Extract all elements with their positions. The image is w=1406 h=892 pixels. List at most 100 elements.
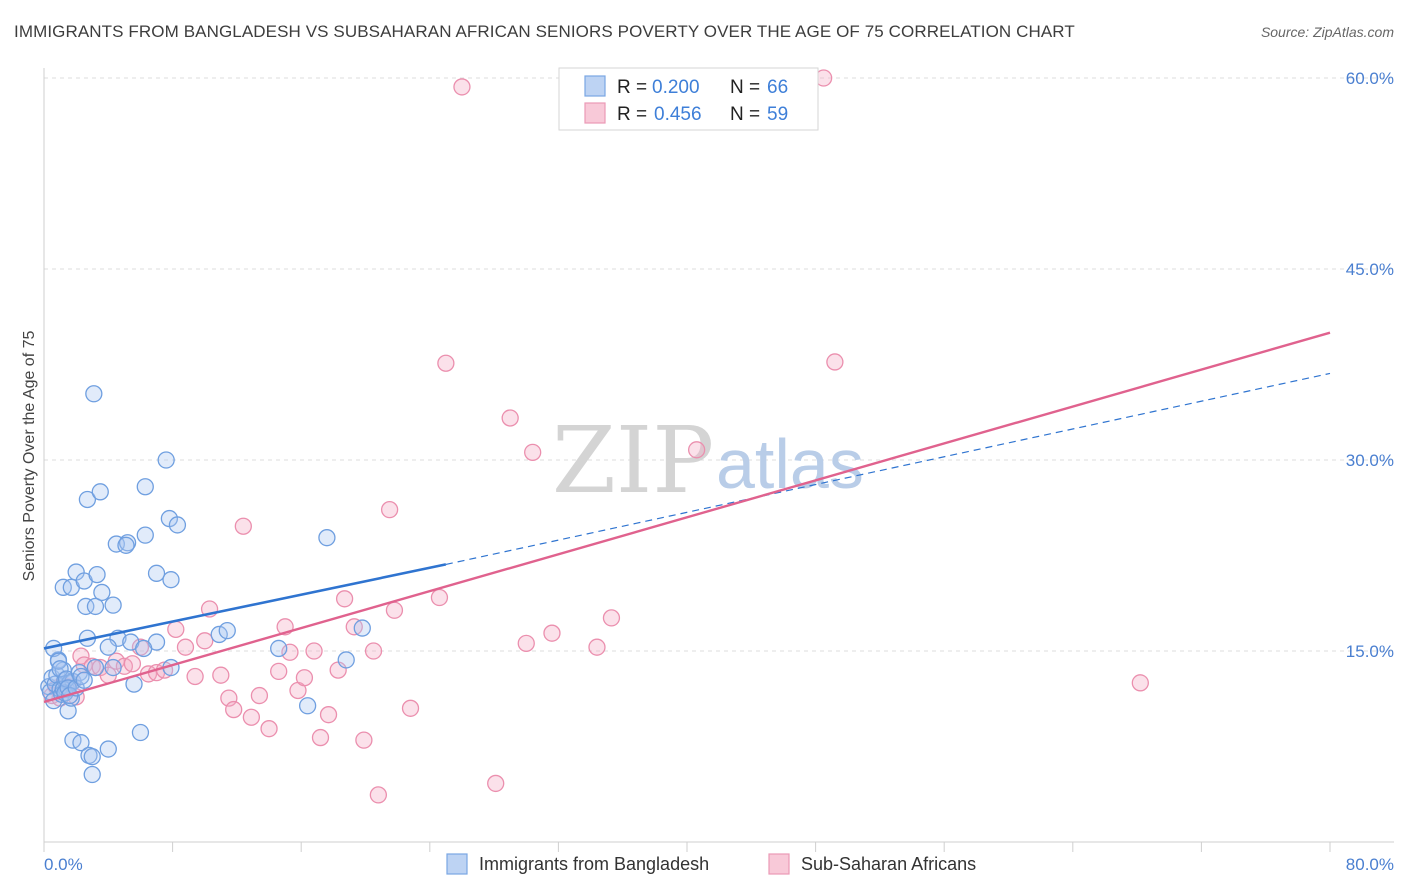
bangladesh-point-56: [85, 385, 103, 403]
bangladesh-point-71: [337, 651, 355, 669]
bangladesh-point-68: [218, 621, 236, 640]
grid-lines: [44, 77, 1394, 652]
bangladesh-point-43: [104, 658, 122, 677]
y-tick-label-0: 15.0%: [1346, 642, 1394, 661]
y-tick-label-3: 60.0%: [1346, 69, 1394, 88]
legend-n-label-2: N =: [730, 104, 760, 125]
bangladesh-trend-extension: [445, 372, 1331, 565]
subsaharan-point-55: [588, 638, 606, 656]
subsaharan-point-54: [543, 624, 561, 642]
bangladesh-points: [40, 385, 371, 784]
trend-lines: [43, 331, 1331, 704]
subsaharan-point-25: [225, 700, 243, 719]
axes: [43, 68, 1394, 852]
subsaharan-point-19: [176, 638, 195, 656]
bangladesh-point-34: [88, 565, 106, 584]
bottom-legend-swatch-subsaharan: [768, 853, 790, 875]
bangladesh-point-66: [162, 571, 180, 589]
y-tick-label-2: 45.0%: [1346, 260, 1394, 279]
bangladesh-point-39: [99, 638, 117, 656]
bangladesh-point-33: [86, 597, 105, 616]
watermark-zip: ZIP: [552, 407, 714, 514]
subsaharan-point-27: [242, 708, 261, 726]
y-tick-label-1: 30.0%: [1346, 451, 1394, 470]
subsaharan-point-37: [319, 706, 338, 724]
bottom-legend-label-subsaharan: Sub-Saharan Africans: [801, 854, 976, 874]
watermark: ZIP atlas: [552, 407, 864, 514]
source-credit: Source: ZipAtlas.com: [1260, 24, 1394, 40]
subsaharan-point-39: [335, 590, 354, 608]
bottom-legend-label-bangladesh: Immigrants from Bangladesh: [479, 854, 709, 874]
x-tick-label-max: 80.0%: [1346, 855, 1394, 874]
series-legend: Immigrants from Bangladesh Sub-Saharan A…: [446, 853, 976, 875]
bangladesh-point-27: [75, 671, 93, 689]
bangladesh-point-54: [78, 490, 97, 509]
subsaharan-point-28: [250, 686, 269, 705]
bangladesh-point-69: [270, 639, 288, 658]
bangladesh-point-73: [353, 619, 371, 637]
subsaharan-point-36: [311, 728, 330, 747]
bottom-legend-swatch-bangladesh: [446, 853, 468, 875]
subsaharan-point-45: [385, 601, 404, 619]
subsaharan-point-29: [260, 720, 278, 738]
subsaharan-point-42: [364, 642, 383, 660]
subsaharan-point-35: [305, 642, 323, 660]
subsaharan-point-44: [380, 501, 399, 519]
bangladesh-point-18: [51, 660, 69, 678]
subsaharan-point-57: [687, 441, 706, 459]
legend-r-label-2: R =: [617, 104, 647, 125]
bangladesh-point-44: [86, 658, 105, 677]
bangladesh-point-57: [136, 478, 154, 496]
chart-title: IMMIGRANTS FROM BANGLADESH VS SUBSAHARAN…: [14, 22, 1075, 41]
bangladesh-trend-line: [43, 563, 447, 650]
bangladesh-point-53: [83, 765, 101, 784]
subsaharan-point-20: [186, 667, 204, 686]
watermark-atlas: atlas: [716, 425, 864, 503]
legend-r-value-2: 0.456: [654, 104, 702, 125]
subsaharan-point-52: [517, 634, 535, 653]
subsaharan-point-26: [234, 517, 252, 535]
bangladesh-point-32: [77, 597, 95, 616]
subsaharan-point-46: [401, 699, 420, 717]
bangladesh-point-70: [298, 697, 317, 715]
bangladesh-point-50: [83, 748, 101, 766]
y-axis-title: Seniors Poverty Over the Age of 75: [21, 331, 38, 582]
subsaharan-point-21: [196, 632, 214, 650]
subsaharan-point-47: [430, 588, 449, 607]
legend-n-label-1: N =: [730, 77, 760, 98]
subsaharan-point-48: [437, 354, 455, 372]
legend-r-value-1: 0.200: [652, 77, 700, 98]
legend-r-label-1: R =: [617, 77, 647, 98]
subsaharan-point-41: [355, 731, 373, 749]
subsaharan-point-53: [524, 443, 542, 462]
legend-n-value-1: 66: [767, 77, 788, 98]
subsaharan-point-60: [1131, 674, 1149, 692]
bangladesh-point-51: [99, 740, 117, 758]
subsaharan-point-59: [826, 353, 844, 371]
bangladesh-point-58: [157, 451, 175, 469]
bangladesh-point-64: [117, 536, 135, 554]
bangladesh-point-61: [136, 526, 154, 544]
subsaharan-point-13: [123, 655, 142, 673]
x-tick-label-min: 0.0%: [44, 855, 83, 874]
legend-n-value-2: 59: [767, 104, 788, 125]
bangladesh-point-52: [131, 723, 150, 742]
subsaharan-point-18: [167, 620, 185, 639]
subsaharan-point-50: [487, 774, 505, 793]
bangladesh-point-67: [210, 625, 228, 644]
bangladesh-point-36: [104, 596, 122, 614]
subsaharan-point-43: [369, 786, 388, 804]
bangladesh-point-55: [91, 483, 109, 501]
legend-swatch-bangladesh: [584, 75, 606, 97]
bangladesh-point-60: [168, 516, 187, 534]
bangladesh-point-72: [318, 529, 336, 547]
subsaharan-point-6: [72, 647, 90, 665]
bangladesh-point-35: [93, 583, 111, 602]
bangladesh-point-42: [135, 639, 153, 658]
legend-swatch-subsaharan: [584, 102, 606, 124]
subsaharan-trend-line: [43, 331, 1331, 704]
bangladesh-point-65: [147, 564, 166, 582]
bangladesh-point-48: [72, 734, 90, 752]
subsaharan-point-56: [602, 609, 621, 627]
